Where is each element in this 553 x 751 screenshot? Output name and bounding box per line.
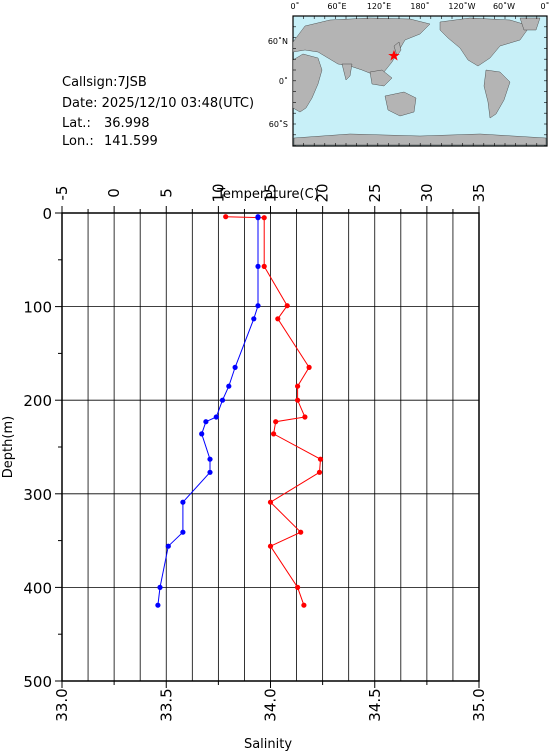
temperature-data-point xyxy=(271,431,277,437)
profile-plot: -5 0 5 10 15 20 25 30 35 33.0 33.5 34.0 34.5 35.0 01… xyxy=(1,183,488,751)
land-australia xyxy=(384,91,417,117)
temperature-tick-label: 25 xyxy=(366,183,384,202)
salinity-data-point xyxy=(180,499,186,505)
salinity-data-point xyxy=(219,397,226,403)
land-se-asia xyxy=(369,69,393,87)
temperature-data-point xyxy=(301,602,307,608)
salinity-tick-label: 33.0 xyxy=(53,688,71,721)
land-eurasia xyxy=(292,17,431,75)
depth-tick-label: 0 xyxy=(42,205,52,223)
temperature-tick-label: 30 xyxy=(418,183,436,202)
land-india xyxy=(341,63,353,81)
temperature-data-point xyxy=(295,383,301,389)
temperature-data-point xyxy=(317,456,324,462)
lon-label: Lon.: xyxy=(62,134,94,149)
lat-label: Lat.: xyxy=(62,116,91,131)
temperature-tick-label: -5 xyxy=(53,186,71,201)
depth-tick-label: 400 xyxy=(23,579,52,597)
depth-tick-label: 300 xyxy=(23,486,52,504)
map-lon-label-2: 120˚E xyxy=(367,1,391,11)
salinity-data-point xyxy=(251,316,257,322)
depth-tick-labels: 0 100 200 300 400 500 xyxy=(23,205,52,691)
land-greenland xyxy=(519,17,541,31)
series-layer xyxy=(155,214,324,608)
map-lon-label-0: 0˚ xyxy=(290,1,299,11)
plot-grid xyxy=(62,213,479,681)
temperature-data-point xyxy=(295,397,301,403)
map-lat-label-60n: 60˚N xyxy=(268,36,288,46)
salinity-tick-label: 35.0 xyxy=(470,688,488,721)
salinity-data-point xyxy=(213,414,219,420)
temperature-tick-labels: -5 0 5 10 15 20 25 30 35 xyxy=(53,183,488,202)
salinity-data-point xyxy=(180,529,186,535)
temperature-data-point xyxy=(298,529,304,535)
land-antarctica xyxy=(293,133,547,146)
map-lat-label-60s: 60˚S xyxy=(269,119,288,129)
plot-frame xyxy=(61,212,480,682)
salinity-data-point xyxy=(255,215,261,221)
temperature-data-point xyxy=(261,263,267,269)
salinity-data-point xyxy=(157,584,163,591)
temperature-data-point xyxy=(316,469,323,475)
temperature-data-point xyxy=(295,584,301,591)
depth-tick-label: 100 xyxy=(23,299,52,317)
temperature-tick-label: 10 xyxy=(209,183,227,202)
salinity-tick-labels: 33.0 33.5 34.0 34.5 35.0 xyxy=(53,688,488,721)
temperature-tick-label: 20 xyxy=(314,183,332,202)
temperature-data-point xyxy=(284,303,290,309)
salinity-axis-title: Salinity xyxy=(244,737,292,751)
salinity-tick-label: 34.0 xyxy=(262,688,280,721)
salinity-data-point xyxy=(207,469,213,475)
depth-tick-label: 200 xyxy=(23,392,52,410)
temperature-tick-label: 15 xyxy=(262,183,280,202)
station-location-star xyxy=(388,50,400,61)
temperature-data-point xyxy=(223,214,229,220)
salinity-data-point xyxy=(165,543,171,549)
station-info: Callsign:7JSB Date: 2025/12/10 03:48(UTC… xyxy=(62,75,254,149)
world-map-inset: 0˚ 60˚E 120˚E 180˚ 120˚W 60˚W 0˚ 60˚N 0˚… xyxy=(268,1,550,147)
temperature-data-point xyxy=(302,414,308,420)
temperature-tick-label: 5 xyxy=(157,188,175,198)
temperature-tick-label: 35 xyxy=(470,183,488,202)
salinity-data-point xyxy=(255,303,261,309)
land-north-america xyxy=(439,17,531,67)
map-lon-label-6: 0˚ xyxy=(540,1,549,11)
salinity-data-point xyxy=(207,456,213,462)
temperature-data-point xyxy=(273,419,279,425)
lat-value: 36.998 xyxy=(104,116,150,131)
land-japan xyxy=(393,41,402,57)
temperature-axis-title: Temperature(C) xyxy=(216,187,319,202)
map-tick-marks xyxy=(292,15,547,146)
salinity-data-point xyxy=(226,383,232,389)
map-landmasses xyxy=(292,17,547,146)
land-africa xyxy=(292,53,323,113)
salinity-tick-label: 34.5 xyxy=(366,688,384,721)
salinity-tick-label: 33.5 xyxy=(157,688,175,721)
depth-axis-title: Depth(m) xyxy=(1,416,16,478)
salinity-data-point xyxy=(199,431,205,437)
temperature-data-point xyxy=(267,499,274,505)
map-lon-label-1: 60˚E xyxy=(327,1,346,11)
temperature-profile-line xyxy=(225,216,322,606)
land-south-america xyxy=(483,69,511,119)
temperature-data-point xyxy=(267,543,274,549)
salinity-data-point xyxy=(255,263,261,269)
temperature-data-point xyxy=(275,316,281,322)
salinity-data-point xyxy=(232,364,238,370)
date-text: Date: 2025/12/10 03:48(UTC) xyxy=(62,96,254,111)
map-lon-label-5: 60˚W xyxy=(493,1,515,11)
callsign-text: Callsign:7JSB xyxy=(62,75,147,90)
salinity-profile-line xyxy=(157,216,259,606)
depth-tick-label: 500 xyxy=(23,673,52,691)
map-lon-label-3: 180˚ xyxy=(410,1,429,11)
lon-value: 141.599 xyxy=(104,134,158,149)
map-lon-label-4: 120˚W xyxy=(448,1,475,11)
temperature-data-point xyxy=(306,364,312,370)
temperature-tick-label: 0 xyxy=(105,188,123,198)
temperature-data-point xyxy=(261,215,267,221)
salinity-data-point xyxy=(203,419,209,425)
salinity-data-point xyxy=(155,602,161,608)
map-lat-label-eq: 0˚ xyxy=(279,76,288,86)
